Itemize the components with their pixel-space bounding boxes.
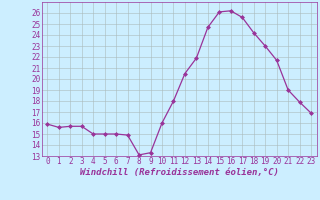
X-axis label: Windchill (Refroidissement éolien,°C): Windchill (Refroidissement éolien,°C) bbox=[80, 168, 279, 177]
